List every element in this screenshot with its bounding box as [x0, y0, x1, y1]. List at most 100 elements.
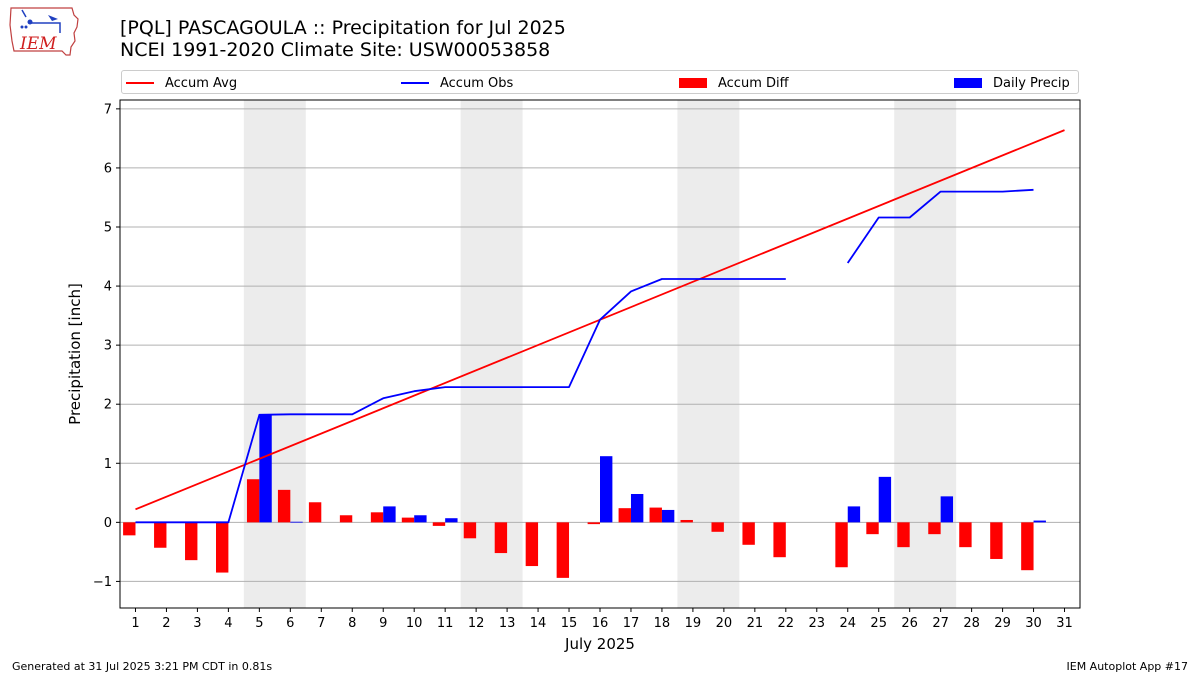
- bar-accum-diff: [154, 522, 167, 548]
- x-tick-label: 12: [468, 616, 485, 631]
- bar-daily-precip: [940, 496, 954, 523]
- legend-item-accum-diff: Accum Diff: [679, 74, 789, 92]
- bar-accum-diff: [370, 512, 384, 523]
- x-tick-label: 28: [963, 616, 980, 631]
- x-tick-label: 29: [994, 616, 1011, 631]
- bar-daily-precip: [290, 521, 303, 523]
- bar-accum-diff: [928, 522, 941, 535]
- bar-daily-precip: [600, 456, 613, 523]
- line-accum-obs: [846, 188, 1034, 264]
- bar-accum-diff: [587, 522, 600, 525]
- weekend-band: [677, 100, 740, 608]
- legend-label-accum-avg: Accum Avg: [165, 75, 238, 91]
- bar-daily-precip: [445, 518, 458, 523]
- line-accum-obs: [135, 278, 786, 524]
- x-tick-label: 14: [530, 616, 547, 631]
- legend-item-accum-obs: Accum Obs: [401, 74, 513, 92]
- bar-daily-precip: [1033, 520, 1046, 523]
- x-tick-label: 15: [561, 616, 578, 631]
- bar-accum-diff: [711, 522, 724, 532]
- y-tick-label: 1: [104, 457, 112, 472]
- iem-logo: IEM: [8, 5, 80, 63]
- bar-accum-diff: [959, 522, 972, 548]
- bar-daily-precip: [847, 506, 861, 523]
- bar-accum-diff: [246, 479, 260, 523]
- app-label: IEM Autoplot App #17: [1066, 660, 1189, 673]
- y-tick-label: 0: [104, 516, 112, 531]
- legend-swatch-accum-avg: [126, 82, 154, 84]
- x-tick-label: 17: [623, 616, 640, 631]
- bar-daily-precip: [259, 414, 272, 523]
- x-tick-label: 5: [255, 616, 263, 631]
- bar-accum-diff: [216, 522, 229, 573]
- bar-daily-precip: [661, 509, 675, 523]
- legend-swatch-daily-precip: [954, 78, 982, 88]
- x-tick-label: 18: [654, 616, 671, 631]
- chart-legend: Accum Avg Accum Obs Accum Diff Daily Pre…: [121, 70, 1079, 94]
- chart-subtitle: NCEI 1991-2020 Climate Site: USW00053858: [120, 39, 551, 61]
- legend-swatch-accum-obs: [401, 82, 429, 84]
- bar-accum-diff: [494, 522, 508, 554]
- y-tick-label: 5: [104, 221, 112, 236]
- bars: [123, 414, 1046, 578]
- bar-accum-diff: [649, 507, 662, 523]
- y-tick-label: −1: [93, 575, 112, 590]
- x-tick-label: 25: [870, 616, 887, 631]
- x-tick-label: 11: [437, 616, 454, 631]
- x-tick-label: 4: [224, 616, 232, 631]
- bar-daily-precip: [878, 476, 892, 523]
- legend-label-accum-diff: Accum Diff: [718, 75, 789, 91]
- x-tick-label: 20: [716, 616, 733, 631]
- bar-accum-diff: [680, 519, 693, 523]
- iowa-map-icon: IEM: [9, 7, 79, 56]
- x-tick-label: 2: [162, 616, 170, 631]
- bar-daily-precip: [414, 515, 427, 523]
- bar-accum-diff: [185, 522, 198, 561]
- x-tick-label: 23: [809, 616, 826, 631]
- x-tick-label: 30: [1025, 616, 1042, 631]
- weekend-shading: [243, 100, 957, 608]
- bar-accum-diff: [835, 522, 848, 568]
- x-tick-label: 8: [348, 616, 356, 631]
- lines: [135, 129, 1065, 524]
- x-tick-label: 31: [1056, 616, 1073, 631]
- x-tick-label: 13: [499, 616, 516, 631]
- bar-accum-diff: [463, 522, 477, 539]
- bar-accum-diff: [1021, 522, 1034, 571]
- bar-accum-diff: [618, 508, 631, 523]
- x-tick-label: 19: [685, 616, 702, 631]
- x-tick-label: 26: [901, 616, 918, 631]
- x-tick-label: 3: [193, 616, 201, 631]
- legend-item-accum-avg: Accum Avg: [126, 74, 237, 92]
- legend-item-daily-precip: Daily Precip: [954, 74, 1070, 92]
- x-tick-label: 27: [932, 616, 949, 631]
- bar-accum-diff: [432, 522, 446, 526]
- legend-label-daily-precip: Daily Precip: [993, 75, 1070, 91]
- weekend-band: [243, 100, 306, 608]
- y-axis-label: Precipitation [inch]: [66, 283, 84, 425]
- x-tick-label: 10: [406, 616, 423, 631]
- y-tick-label: 2: [104, 398, 112, 413]
- x-tick-label: 1: [131, 616, 139, 631]
- bar-accum-diff: [401, 517, 415, 523]
- x-tick-label: 24: [839, 616, 856, 631]
- logo-text: IEM: [19, 34, 57, 54]
- legend-swatch-accum-diff: [679, 78, 707, 88]
- chart-title: [PQL] PASCAGOULA :: Precipitation for Ju…: [120, 17, 566, 39]
- x-tick-label: 21: [747, 616, 764, 631]
- y-tick-label: 4: [104, 280, 112, 295]
- y-tick-label: 7: [104, 102, 112, 117]
- bar-daily-precip: [383, 506, 396, 523]
- generated-timestamp: Generated at 31 Jul 2025 3:21 PM CDT in …: [12, 660, 273, 673]
- bar-daily-precip: [630, 493, 644, 523]
- x-tick-label: 22: [778, 616, 795, 631]
- bar-accum-diff: [123, 522, 136, 536]
- y-tick-label: 3: [104, 339, 112, 354]
- x-axis-label: July 2025: [564, 635, 635, 653]
- bar-accum-diff: [990, 522, 1003, 559]
- x-tick-label: 7: [317, 616, 325, 631]
- bar-accum-diff: [742, 522, 755, 545]
- x-tick-label: 9: [379, 616, 387, 631]
